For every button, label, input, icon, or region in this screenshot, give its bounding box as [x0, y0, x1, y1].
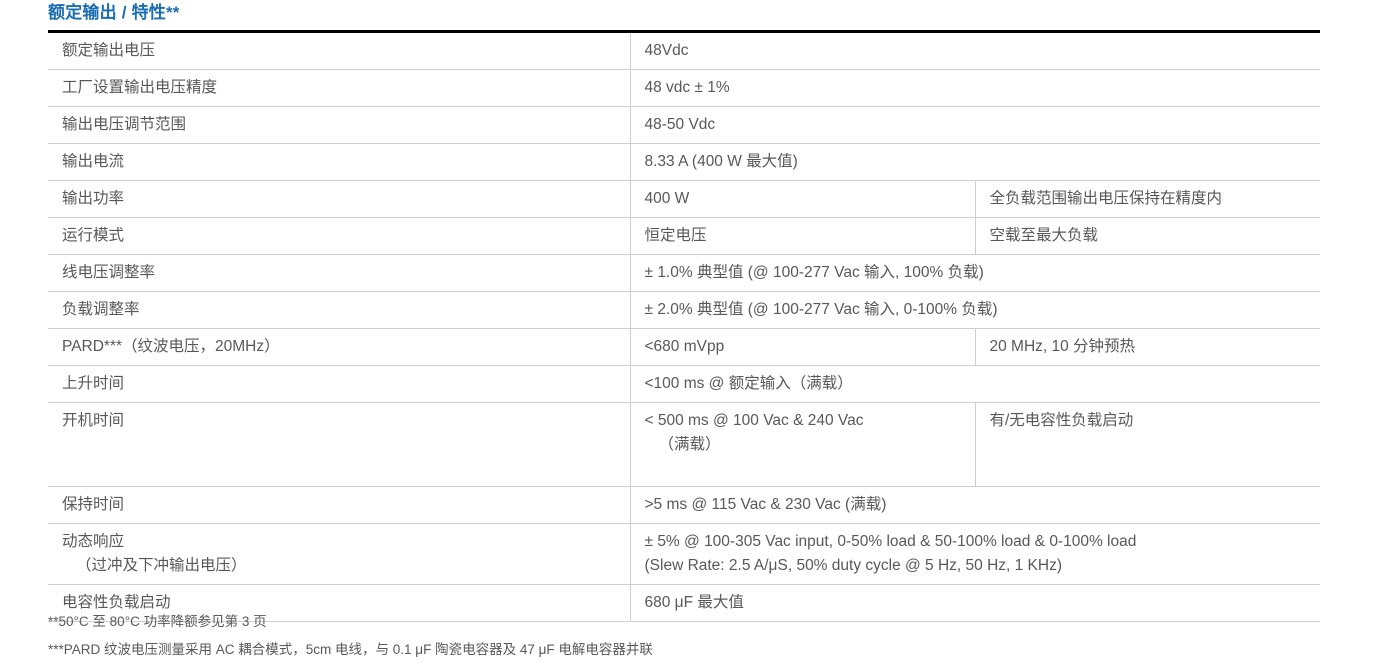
- parameter-cell: 上升时间: [48, 365, 630, 403]
- value-text: 48-50 Vdc: [644, 116, 716, 133]
- value-cell: 680 μF 最大值: [629, 584, 1320, 622]
- table-row: 输出功率 400 W 全负载范围输出电压保持在精度内: [48, 180, 1320, 218]
- parameter-cell: PARD***（纹波电压，20MHz）: [48, 328, 630, 366]
- parameter-cell: 输出电压调节范围: [48, 106, 630, 144]
- parameter-label: 工厂设置输出电压精度: [62, 79, 218, 96]
- parameter-cell: 额定输出电压: [48, 30, 630, 70]
- parameter-label-line2: （过冲及下冲输出电压）: [76, 557, 247, 574]
- value-cell: 48-50 Vdc: [629, 106, 1320, 144]
- value-cell: 8.33 A (400 W 最大值): [629, 143, 1320, 181]
- parameter-cell: 工厂设置输出电压精度: [48, 69, 630, 107]
- parameter-label: 输出电流: [62, 153, 125, 170]
- parameter-label: 开机时间: [62, 412, 125, 429]
- value-text: ± 2.0% 典型值 (@ 100-277 Vac 输入, 0-100% 负载): [644, 301, 998, 318]
- parameter-cell: 线电压调整率: [48, 254, 630, 292]
- value-text: <100 ms @ 额定输入（满载）: [644, 375, 853, 392]
- table-row: 上升时间 <100 ms @ 额定输入（满载）: [48, 365, 1320, 403]
- parameter-label: 保持时间: [62, 496, 125, 513]
- value-text-line2: (Slew Rate: 2.5 A/μS, 50% duty cycle @ 5…: [644, 557, 1063, 574]
- table-row: PARD***（纹波电压，20MHz） <680 mVpp 20 MHz, 10 分…: [48, 328, 1320, 366]
- table-row: 动态响应 （过冲及下冲输出电压） ± 5% @ 100-305 Vac input,…: [48, 523, 1320, 585]
- parameter-cell: 输出电流: [48, 143, 630, 181]
- table-row: 开机时间 < 500 ms @ 100 Vac & 240 Vac （满载） 有/无电…: [48, 402, 1320, 487]
- condition-cell: 20 MHz, 10 分钟预热: [974, 328, 1320, 366]
- condition-cell: 全负载范围输出电压保持在精度内: [974, 180, 1320, 218]
- value-text: ± 1.0% 典型值 (@ 100-277 Vac 输入, 100% 负载): [644, 264, 984, 281]
- value-text: 680 μF 最大值: [644, 594, 744, 611]
- table-row: 运行模式 恒定电压 空载至最大负载: [48, 217, 1320, 255]
- parameter-label: 电容性负载启动: [62, 594, 171, 611]
- condition-cell: 有/无电容性负载启动: [974, 402, 1320, 487]
- value-text: 400 W: [644, 190, 690, 207]
- parameter-cell: 运行模式: [48, 217, 630, 255]
- value-cell: ± 2.0% 典型值 (@ 100-277 Vac 输入, 0-100% 负载): [629, 291, 1320, 329]
- value-text-line2: （满载）: [658, 436, 721, 453]
- value-cell: < 500 ms @ 100 Vac & 240 Vac （满载）: [629, 402, 975, 487]
- condition-text: 空载至最大负载: [989, 227, 1099, 244]
- parameter-label: PARD***（纹波电压，20MHz）: [62, 338, 280, 355]
- parameter-cell: 开机时间: [48, 402, 630, 487]
- value-text: 8.33 A (400 W 最大值): [644, 153, 798, 170]
- parameter-label: 输出电压调节范围: [62, 116, 187, 133]
- value-text: < 500 ms @ 100 Vac & 240 Vac: [644, 412, 864, 429]
- footnotes-block: **50°C 至 80°C 功率降额参见第 3 页 ***PARD 纹波电压测量采…: [48, 608, 1348, 664]
- parameter-cell: 负载调整率: [48, 291, 630, 329]
- table-row: 输出电流 8.33 A (400 W 最大值): [48, 143, 1320, 181]
- value-cell: ± 1.0% 典型值 (@ 100-277 Vac 输入, 100% 负载): [629, 254, 1320, 292]
- value-text: 48Vdc: [644, 42, 689, 59]
- parameter-cell: 动态响应 （过冲及下冲输出电压）: [48, 523, 630, 585]
- value-text: 48 vdc ± 1%: [644, 79, 730, 96]
- value-text: >5 ms @ 115 Vac & 230 Vac (满载): [644, 496, 887, 513]
- value-cell: <100 ms @ 额定输入（满载）: [629, 365, 1320, 403]
- value-cell: <680 mVpp: [629, 328, 975, 366]
- value-cell: 48Vdc: [629, 30, 1320, 70]
- condition-text: 20 MHz, 10 分钟预热: [989, 338, 1136, 355]
- value-cell: ± 5% @ 100-305 Vac input, 0-50% load & 5…: [629, 523, 1320, 585]
- condition-cell: 空载至最大负载: [974, 217, 1320, 255]
- footnote: **50°C 至 80°C 功率降额参见第 3 页: [48, 614, 267, 629]
- condition-text: 全负载范围输出电压保持在精度内: [989, 190, 1223, 207]
- parameter-label: 额定输出电压: [62, 42, 156, 59]
- table-row: 负载调整率 ± 2.0% 典型值 (@ 100-277 Vac 输入, 0-100…: [48, 291, 1320, 329]
- parameter-cell: 保持时间: [48, 486, 630, 524]
- table-row: 工厂设置输出电压精度 48 vdc ± 1%: [48, 69, 1320, 107]
- value-text: ± 5% @ 100-305 Vac input, 0-50% load & 5…: [644, 533, 1137, 550]
- parameter-label: 负载调整率: [62, 301, 140, 318]
- table-row: 线电压调整率 ± 1.0% 典型值 (@ 100-277 Vac 输入, 100%…: [48, 254, 1320, 292]
- value-cell: 48 vdc ± 1%: [629, 69, 1320, 107]
- table-row: 额定输出电压 48Vdc: [48, 30, 1320, 70]
- parameter-label: 运行模式: [62, 227, 125, 244]
- table-body: 额定输出电压 48Vdc 工厂设置输出电压精度 48 vdc ± 1% 输出电压调节范围…: [48, 30, 1320, 622]
- condition-text: 有/无电容性负载启动: [989, 412, 1134, 429]
- parameter-label: 线电压调整率: [62, 264, 156, 281]
- table-row: 输出电压调节范围 48-50 Vdc: [48, 106, 1320, 144]
- page-title: 额定输出 / 特性**: [48, 3, 180, 22]
- parameter-label: 动态响应: [62, 533, 125, 550]
- value-text: <680 mVpp: [644, 338, 725, 355]
- value-text: 恒定电压: [644, 227, 707, 244]
- value-cell: 400 W: [629, 180, 975, 218]
- parameter-label: 输出功率: [62, 190, 125, 207]
- parameter-cell: 输出功率: [48, 180, 630, 218]
- value-cell: >5 ms @ 115 Vac & 230 Vac (满载): [629, 486, 1320, 524]
- table-row: 保持时间 >5 ms @ 115 Vac & 230 Vac (满载): [48, 486, 1320, 524]
- specifications-table: 额定输出电压 48Vdc 工厂设置输出电压精度 48 vdc ± 1% 输出电压调节范围…: [48, 30, 1320, 622]
- table-row: 电容性负载启动 680 μF 最大值: [48, 584, 1320, 622]
- parameter-label: 上升时间: [62, 375, 125, 392]
- footnote: ***PARD 纹波电压测量采用 AC 耦合模式，5cm 电线，与 0.1 μF…: [48, 642, 653, 657]
- value-cell: 恒定电压: [629, 217, 975, 255]
- parameter-cell: 电容性负载启动: [48, 584, 630, 622]
